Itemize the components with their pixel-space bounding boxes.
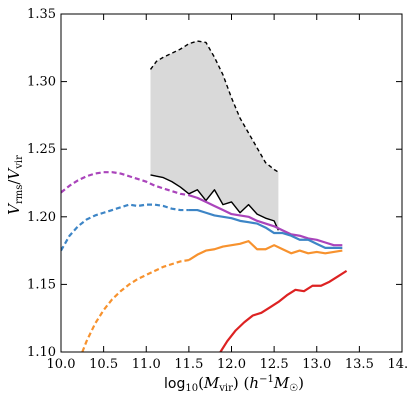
series-layer: [61, 40, 348, 352]
shaded-band-layer: [150, 41, 279, 231]
series-line-5: [188, 208, 343, 249]
y-tick-label: 1.10: [27, 345, 56, 360]
series-line-1: [150, 174, 280, 231]
series-line-0: [149, 40, 279, 173]
x-tick-label: 10.5: [89, 357, 118, 372]
y-tick-label: 1.35: [27, 7, 56, 22]
series-line-4: [61, 203, 189, 252]
y-tick-label: 1.25: [27, 142, 56, 157]
series-line-6: [81, 258, 190, 352]
series-line-8: [219, 269, 348, 352]
x-tick-label: 10.0: [47, 357, 76, 372]
x-tick-label: 14.0: [388, 357, 407, 372]
y-axis-label: Vrms/Vvir: [5, 155, 25, 215]
x-tick-label: 11.0: [132, 357, 161, 372]
y-tick-label: 1.20: [27, 210, 56, 225]
x-tick-label: 13.0: [302, 357, 331, 372]
x-axis-label: log10(Mvir) (h−1M☉): [164, 374, 304, 394]
y-tick-label: 1.15: [27, 277, 56, 292]
y-tick-label: 1.30: [27, 75, 56, 90]
x-tick-label: 12.0: [217, 357, 246, 372]
x-tick-label: 12.5: [260, 357, 289, 372]
series-line-3: [188, 194, 343, 247]
shaded-band: [150, 41, 279, 231]
x-tick-label: 13.5: [345, 357, 374, 372]
x-tick-label: 11.5: [174, 357, 203, 372]
tick-layer: 10.0 10.5 11.0 11.5 12.0 12.5 13.0 13.5 14.0 1.10…: [27, 7, 407, 372]
series-line-2: [61, 171, 190, 197]
series-line-7: [188, 240, 343, 261]
